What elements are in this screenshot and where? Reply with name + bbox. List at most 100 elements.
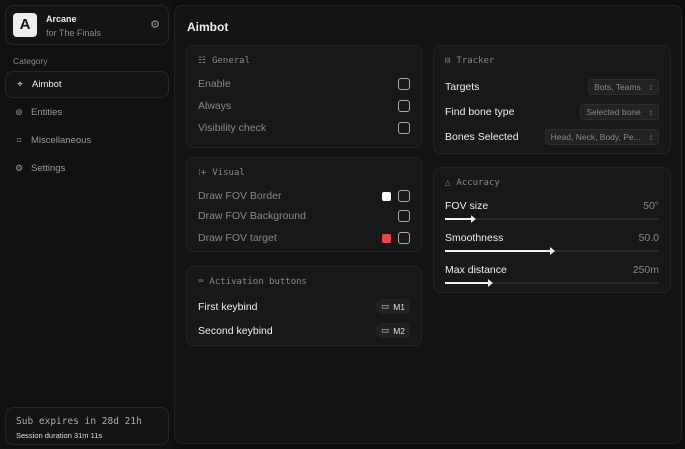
chevron-updown-icon: ↕: [648, 107, 653, 117]
fov-size-slider[interactable]: [445, 215, 659, 223]
app-subtitle: for The Finals: [46, 28, 101, 38]
row-label: Targets: [445, 81, 480, 93]
row-label: Enable: [198, 78, 231, 90]
max-distance-label-row: Max distance 250m: [445, 264, 659, 276]
row-label: Draw FOV target: [198, 232, 277, 244]
fov-border-color-swatch[interactable]: [382, 191, 391, 201]
bone-type-row: Find bone type Selected bone ↕: [445, 104, 659, 120]
fov-target-row: Draw FOV target: [198, 232, 410, 244]
card-title: General: [212, 56, 251, 66]
row-label: First keybind: [198, 300, 258, 313]
card-title: Visual: [212, 168, 245, 178]
visual-icon: ⁝+: [198, 168, 207, 178]
subscription-info: Sub expires in 28d 21h Session duration …: [5, 407, 169, 445]
card-title: Accuracy: [456, 178, 500, 188]
fov-size-label-row: FOV size 50°: [445, 200, 659, 212]
activation-card: ⌨ Activation buttons First keybind ▭ M1 Sec…: [186, 266, 422, 346]
visual-card: ⁝+ Visual Draw FOV Border Draw FOV Backgr…: [186, 157, 422, 252]
row-label: Draw FOV Background: [198, 210, 306, 222]
fov-background-checkbox[interactable]: [398, 210, 410, 222]
keyboard-icon: ⌨: [198, 277, 204, 287]
sidebar-item-label: Entities: [31, 107, 63, 118]
bones-selected-row: Bones Selected Head, Neck, Body, Pe... ↕: [445, 129, 659, 145]
second-keybind-button[interactable]: ▭ M2: [376, 323, 410, 338]
sidebar-item-label: Settings: [31, 163, 66, 174]
sub-expires: Sub expires in 28d 21h: [16, 416, 142, 427]
tracker-card: ⊟ Tracker Targets Bots, Teams ↕ Find bone t…: [433, 45, 671, 154]
card-header: ⁝+ Visual: [198, 168, 245, 178]
app-brand: A Arcane for The Finals ⚙: [5, 5, 169, 45]
always-row: Always: [198, 100, 410, 112]
sidebar-item-aimbot[interactable]: ⌖ Aimbot: [5, 71, 169, 98]
slider-handle[interactable]: [470, 215, 476, 223]
row-label: Find bone type: [445, 106, 515, 118]
card-title: Tracker: [456, 56, 495, 66]
misc-icon: ⌗: [16, 135, 22, 145]
sidebar-item-label: Miscellaneous: [31, 135, 92, 146]
sidebar-item-miscellaneous[interactable]: ⌗ Miscellaneous: [5, 127, 169, 154]
row-label: Draw FOV Border: [198, 190, 282, 202]
card-header: △ Accuracy: [445, 178, 500, 188]
slider-label: FOV size: [445, 200, 489, 212]
slider-value: 50.0: [638, 232, 659, 244]
sidebar-item-settings[interactable]: ⚙ Settings: [5, 155, 169, 182]
first-keybind-row: First keybind ▭ M1: [198, 299, 410, 314]
card-header: ⌨ Activation buttons: [198, 277, 307, 287]
visibility-check-checkbox[interactable]: [398, 122, 410, 134]
always-checkbox[interactable]: [398, 100, 410, 112]
visibility-check-row: Visibility check: [198, 122, 410, 134]
row-label: Second keybind: [198, 324, 273, 337]
page-title: Aimbot: [187, 20, 229, 34]
app-logo: A: [13, 13, 37, 37]
select-value: Bots, Teams: [594, 82, 641, 92]
slider-handle[interactable]: [550, 247, 555, 255]
first-keybind-button[interactable]: ▭ M1: [376, 299, 410, 314]
main-panel: Aimbot ☷ General Enable Always Visibility…: [174, 5, 682, 444]
select-value: Head, Neck, Body, Pe...: [550, 132, 641, 142]
enable-row: Enable: [198, 78, 410, 90]
crosshair-icon: ⌖: [17, 79, 23, 89]
targets-row: Targets Bots, Teams ↕: [445, 79, 659, 95]
card-header: ⊟ Tracker: [445, 56, 494, 66]
card-title: Activation buttons: [209, 277, 307, 287]
settings-gear-icon[interactable]: ⚙: [150, 19, 160, 31]
slider-value: 50°: [643, 200, 659, 212]
session-duration: Session duration 31m 11s: [16, 431, 103, 440]
slider-value: 250m: [632, 264, 659, 276]
tracker-icon: ⊟: [445, 56, 451, 66]
enable-checkbox[interactable]: [398, 78, 410, 90]
keyboard-icon: ▭: [381, 325, 390, 335]
smoothness-slider[interactable]: [445, 247, 659, 255]
bone-type-select[interactable]: Selected bone ↕: [580, 104, 659, 120]
smoothness-label-row: Smoothness 50.0: [445, 232, 659, 244]
second-keybind-row: Second keybind ▭ M2: [198, 323, 410, 338]
sidebar-item-entities[interactable]: ⊛ Entities: [5, 99, 169, 126]
bones-selected-select[interactable]: Head, Neck, Body, Pe... ↕: [544, 129, 659, 145]
row-label: Bones Selected: [445, 131, 519, 143]
category-label: Category: [13, 56, 48, 66]
slider-fill: [445, 279, 493, 287]
general-card: ☷ General Enable Always Visibility check: [186, 45, 422, 148]
sidebar: A Arcane for The Finals ⚙ Category ⌖ Aimb…: [0, 0, 173, 449]
key-label: M2: [393, 325, 405, 336]
keyboard-icon: ▭: [381, 301, 390, 311]
warning-triangle-icon: △: [445, 178, 451, 188]
accuracy-card: △ Accuracy FOV size 50° Smoothness 50.0 Max…: [433, 167, 671, 293]
row-label: Always: [198, 100, 232, 112]
sidebar-item-label: Aimbot: [32, 79, 62, 90]
slider-label: Max distance: [445, 264, 507, 276]
key-label: M1: [393, 301, 405, 312]
slider-label: Smoothness: [445, 232, 504, 244]
gear-icon: ⚙: [14, 163, 24, 173]
row-label: Visibility check: [198, 122, 267, 134]
max-distance-slider[interactable]: [445, 279, 659, 287]
targets-select[interactable]: Bots, Teams ↕: [588, 79, 659, 95]
fov-target-checkbox[interactable]: [398, 232, 410, 244]
fov-border-checkbox[interactable]: [398, 190, 410, 202]
entities-icon: ⊛: [15, 107, 23, 117]
fov-border-row: Draw FOV Border: [198, 190, 410, 202]
slider-handle[interactable]: [487, 279, 493, 287]
fov-target-color-swatch[interactable]: [382, 233, 391, 243]
fov-background-row: Draw FOV Background: [198, 210, 410, 222]
list-icon: ☷: [198, 56, 207, 66]
